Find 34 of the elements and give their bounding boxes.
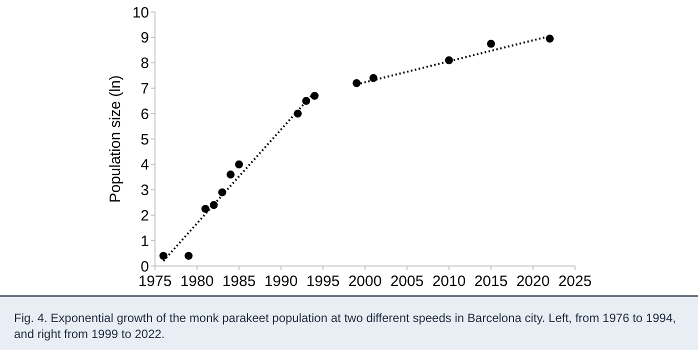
- point: [487, 40, 495, 48]
- x-tick-label: 1995: [306, 273, 340, 290]
- point: [546, 34, 554, 43]
- point: [310, 92, 319, 100]
- y-tick-label: 0: [140, 258, 149, 276]
- caption: Fig. 4. Exponential growth of the monk parakeet population at two different speeds in Barcelona city. Left, from 1976 to 1994, and right from 1999 to 2022.: [14, 310, 677, 342]
- y-tick-label: 7: [140, 80, 149, 98]
- y-tick-label: 9: [140, 30, 149, 47]
- point: [235, 160, 243, 168]
- y-tick-label: 10: [132, 4, 149, 22]
- y-axis-title: Population size (ln): [107, 75, 124, 203]
- y-tick-label: 8: [140, 55, 149, 72]
- y-tick-label: 1: [140, 232, 149, 250]
- point: [201, 204, 210, 213]
- x-tick-label: 2000: [348, 273, 382, 290]
- x-tick-label: 1990: [264, 273, 298, 290]
- x-tick-label: 2020: [516, 273, 550, 290]
- point: [184, 252, 193, 260]
- x-tick-label: 1985: [222, 273, 256, 290]
- x-tick-label: 1975: [138, 273, 172, 290]
- x-tick-label: 2005: [390, 273, 424, 290]
- y-tick-label: 3: [140, 182, 149, 200]
- x-tick-label: 2010: [432, 273, 466, 290]
- y-tick-label: 2: [140, 207, 149, 224]
- x-tick-label: 2025: [558, 273, 592, 290]
- y-tick-label: 5: [140, 131, 149, 148]
- x-tick-label: 1980: [180, 273, 214, 290]
- point: [369, 74, 378, 82]
- point: [352, 79, 361, 88]
- point: [226, 170, 235, 179]
- point: [159, 252, 168, 260]
- x-tick-label: 2015: [474, 273, 508, 290]
- y-tick-label: 6: [140, 106, 149, 123]
- y-tick-label: 4: [140, 156, 149, 174]
